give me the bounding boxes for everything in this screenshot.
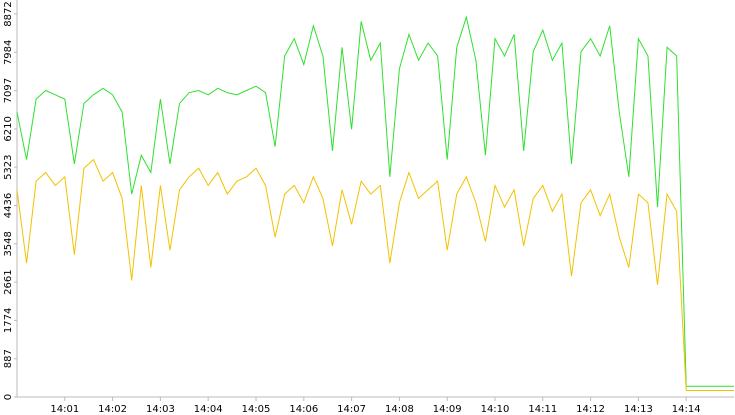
y-tick-label: 7984: [3, 40, 14, 65]
x-tick-label: 14:14: [672, 404, 701, 415]
x-tick-label: 14:10: [481, 404, 510, 415]
y-tick-label: 0: [3, 394, 14, 400]
y-tick-label: 3548: [3, 231, 14, 256]
y-tick-label: 5323: [3, 154, 14, 179]
x-tick-label: 14:07: [337, 404, 366, 415]
x-tick-label: 14:05: [242, 404, 271, 415]
x-tick-label: 14:02: [98, 404, 127, 415]
x-tick-label: 14:06: [289, 404, 318, 415]
x-tick-label: 14:11: [528, 404, 557, 415]
series-line: [16, 158, 734, 392]
x-tick-label: 14:12: [576, 404, 605, 415]
y-tick-label: 8872: [3, 1, 14, 26]
x-tick-label: 14:03: [146, 404, 175, 415]
x-tick-label: 14:04: [194, 404, 223, 415]
x-tick-label: 14:01: [50, 404, 79, 415]
y-tick-label: 6210: [3, 116, 14, 141]
y-tick-label: 4436: [3, 193, 14, 218]
x-tick-label: 14:08: [385, 404, 414, 415]
y-tick-label: 2661: [3, 269, 14, 294]
y-tick-label: 7097: [3, 78, 14, 103]
x-tick-label: 14:09: [433, 404, 462, 415]
y-tick-label: 887: [3, 349, 14, 368]
series-line: [16, 15, 734, 387]
y-tick-label: 1774: [3, 308, 14, 333]
x-tick-label: 14:13: [624, 404, 653, 415]
